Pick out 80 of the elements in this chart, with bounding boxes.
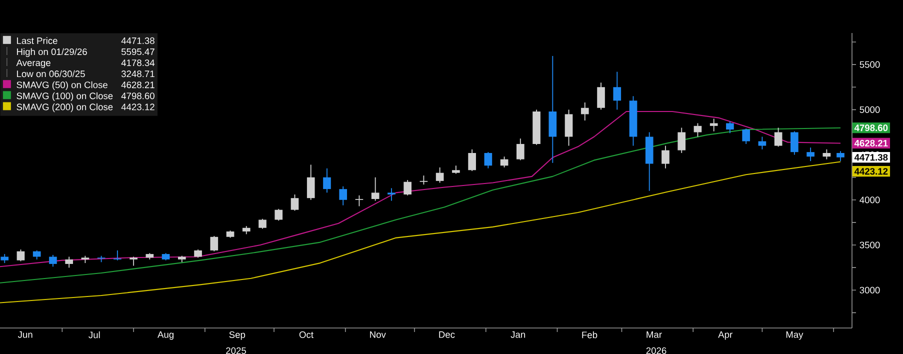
x-tick-label: Apr bbox=[718, 331, 732, 340]
candlestick bbox=[436, 166, 444, 184]
candlestick bbox=[49, 254, 57, 268]
x-tick-label: Sep bbox=[229, 331, 246, 340]
line-series bbox=[0, 127, 842, 284]
candlestick bbox=[0, 254, 9, 264]
candlestick bbox=[484, 152, 492, 169]
x-tick-label: Jun bbox=[18, 331, 32, 338]
text: 4423.12 bbox=[121, 104, 154, 110]
candlestick bbox=[114, 250, 122, 261]
data-label: 4423.12 bbox=[854, 168, 888, 175]
annotation: 3248.71 bbox=[121, 70, 154, 78]
candlestick bbox=[274, 208, 283, 222]
y-tick-label: 3000 bbox=[860, 286, 880, 294]
candlestick bbox=[580, 102, 589, 121]
x-tick-label: Jan bbox=[510, 331, 526, 338]
text: 2025 bbox=[226, 347, 246, 354]
candlestick bbox=[710, 118, 718, 132]
candlestick bbox=[468, 148, 476, 172]
candlestick bbox=[678, 127, 686, 154]
candlestick bbox=[662, 145, 670, 169]
candlestick bbox=[500, 156, 508, 168]
candlestick bbox=[806, 147, 814, 162]
candlestick bbox=[258, 218, 266, 230]
text: 2026 bbox=[646, 347, 666, 354]
annotation: 5595.47 bbox=[121, 48, 154, 56]
y-tick-label: 3500 bbox=[860, 242, 880, 248]
data-label: 4628.21 bbox=[854, 140, 888, 147]
legend-label: SMAVG (200) on Close bbox=[16, 103, 113, 112]
candlestick bbox=[420, 175, 428, 186]
candlestick bbox=[564, 109, 573, 146]
annotation: Low on 06/30/25 bbox=[17, 70, 85, 78]
x-tick-label: Oct bbox=[299, 331, 314, 338]
candlestick bbox=[822, 148, 831, 160]
candlestick bbox=[210, 236, 218, 252]
data-label: 4798.60 bbox=[854, 124, 888, 132]
annotation: High on 01/29/26 bbox=[17, 48, 87, 57]
x-tick-label: Mar bbox=[646, 331, 662, 338]
candlestick bbox=[32, 250, 41, 260]
x-tick-label: Dec bbox=[439, 331, 455, 338]
line-series bbox=[0, 161, 842, 304]
x-tick-label: May bbox=[786, 331, 804, 340]
candlestick bbox=[65, 256, 73, 268]
y-tick-label: 5500 bbox=[860, 61, 880, 68]
text: 4628.21 bbox=[121, 82, 154, 88]
annotation: 4178.34 bbox=[121, 60, 155, 66]
candlestick bbox=[388, 188, 396, 202]
candlestick bbox=[130, 256, 138, 266]
candlestick bbox=[16, 249, 25, 262]
y-tick-label: 4000 bbox=[860, 196, 880, 204]
candlestick bbox=[758, 136, 766, 150]
legend-label: SMAVG (100) on Close bbox=[16, 92, 113, 102]
candlestick bbox=[613, 71, 622, 110]
candlestick bbox=[306, 164, 315, 200]
line-series bbox=[0, 110, 842, 268]
x-tick-label: Aug bbox=[158, 331, 174, 340]
candlestick bbox=[339, 186, 348, 206]
text: 4471.38 bbox=[121, 37, 154, 44]
candlestick bbox=[404, 180, 412, 196]
x-tick-label: Jul bbox=[88, 331, 100, 338]
annotation: Average bbox=[16, 60, 50, 68]
candlestick bbox=[742, 128, 750, 144]
y-tick-label: 5000 bbox=[860, 106, 880, 113]
candlestick bbox=[516, 138, 524, 161]
candlestick bbox=[836, 150, 844, 162]
candlestick bbox=[323, 168, 331, 194]
candlestick bbox=[790, 130, 798, 156]
candlestick bbox=[726, 120, 734, 134]
candlestick bbox=[371, 176, 380, 202]
candlestick bbox=[290, 194, 299, 212]
candlestick bbox=[694, 122, 702, 138]
x-tick-label: Nov bbox=[370, 331, 386, 338]
candlestick bbox=[774, 127, 782, 148]
text: 4798.60 bbox=[121, 92, 154, 100]
legend-label: SMAVG (50) on Close bbox=[16, 81, 108, 90]
legend-label: Last Price bbox=[17, 37, 58, 44]
candlestick bbox=[597, 82, 605, 110]
candlestick bbox=[355, 194, 364, 207]
annotation: 4471.38 bbox=[854, 154, 888, 161]
x-tick-label: Feb bbox=[582, 331, 598, 338]
